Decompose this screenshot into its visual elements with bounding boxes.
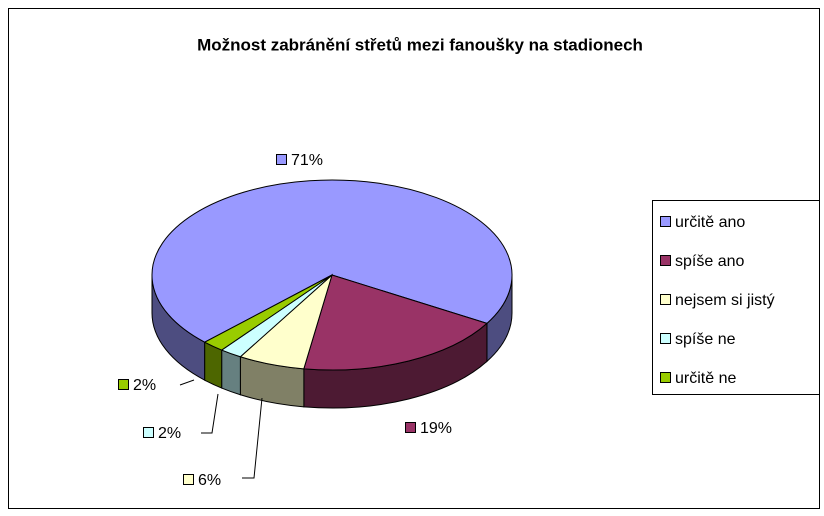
legend-swatch xyxy=(660,255,671,266)
data-label: 19% xyxy=(420,420,452,437)
label-swatch xyxy=(405,422,416,433)
data-label: 2% xyxy=(158,425,181,442)
legend-swatch xyxy=(660,294,671,305)
leader-line xyxy=(242,397,263,479)
label-swatch xyxy=(276,154,287,165)
pie-slice xyxy=(203,274,333,351)
legend-label: spíše ano xyxy=(675,253,744,270)
leader-line xyxy=(179,379,195,386)
legend-label: určitě ne xyxy=(675,370,736,387)
legend-box xyxy=(652,200,820,395)
legend-label: spíše ne xyxy=(675,331,736,348)
data-label: 2% xyxy=(133,377,156,394)
data-label: 6% xyxy=(198,472,221,489)
legend-swatch xyxy=(660,372,671,383)
legend-label: určitě ano xyxy=(675,214,745,231)
label-swatch xyxy=(118,379,129,390)
legend-swatch xyxy=(660,216,671,227)
pie-slice xyxy=(151,179,513,343)
legend-label: nejsem si jistý xyxy=(675,292,775,309)
legend-swatch xyxy=(660,333,671,344)
data-label: 71% xyxy=(291,152,323,169)
leader-line xyxy=(201,393,219,434)
pie-slice xyxy=(303,274,488,371)
label-swatch xyxy=(183,474,194,485)
pie-side xyxy=(221,349,241,396)
chart-title: Možnost zabránění střetů mezi fanoušky n… xyxy=(197,35,643,54)
label-swatch xyxy=(143,427,154,438)
